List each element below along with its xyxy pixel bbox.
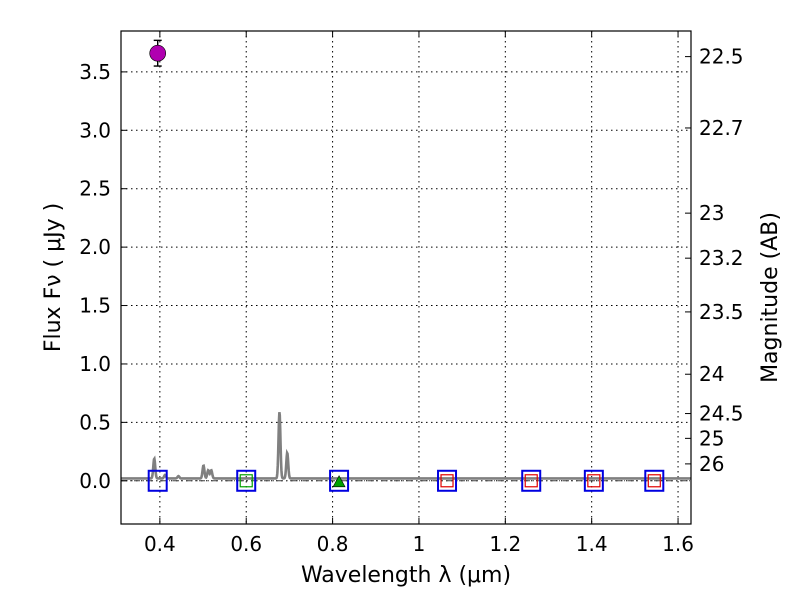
x-tick-label: 0.6 xyxy=(230,532,262,556)
mag-tick-label: 24.5 xyxy=(699,402,744,426)
mag-tick-label: 23.2 xyxy=(699,246,744,270)
axis-ticks: 0.4 0.6 0.8 1 1.2 1.4 1.6 0.0 0.5 1.0 1.5 2.0 2.5 3.0… xyxy=(79,31,744,556)
y-tick-label: 0.0 xyxy=(79,469,111,493)
x-tick-label: 1.2 xyxy=(489,532,521,556)
x-tick-label: 0.4 xyxy=(144,532,176,556)
photometry-markers xyxy=(147,39,665,492)
filter-box xyxy=(644,469,665,492)
mag-tick-label: 26 xyxy=(699,452,724,476)
mag-tick-label: 25 xyxy=(699,426,724,450)
filter-box-inner xyxy=(587,474,601,488)
mag-tick-label: 23 xyxy=(699,201,724,225)
grid-lines xyxy=(121,31,691,524)
filter-box-inner xyxy=(239,474,253,488)
x-tick-label: 1 xyxy=(413,532,426,556)
y-tick-label: 3.0 xyxy=(79,118,111,142)
y2-axis-label: Magnitude (AB) xyxy=(758,212,783,383)
filter-box-inner xyxy=(524,474,538,488)
mag-tick-label: 24 xyxy=(699,362,724,386)
spectrum-line xyxy=(121,412,691,480)
filter-box xyxy=(147,469,168,492)
x-tick-label: 1.6 xyxy=(662,532,694,556)
filter-box xyxy=(236,469,257,492)
y-tick-label: 2.0 xyxy=(79,235,111,259)
x-tick-label: 0.8 xyxy=(317,532,349,556)
y-tick-label: 1.0 xyxy=(79,352,111,376)
filter-box xyxy=(583,469,604,492)
mag-tick-label: 23.5 xyxy=(699,300,744,324)
filter-box xyxy=(329,469,350,492)
plot-frame xyxy=(120,30,692,525)
y-tick-label: 3.5 xyxy=(79,60,111,84)
y-axis-label: Flux Fν ( μJy ) xyxy=(41,203,66,352)
model-spectrum xyxy=(121,412,691,482)
x-tick-label: 1.4 xyxy=(576,532,608,556)
filter-box-inner xyxy=(647,474,661,488)
y-tick-label: 2.5 xyxy=(79,177,111,201)
y-tick-label: 0.5 xyxy=(79,410,111,434)
filter-box xyxy=(437,469,458,492)
y-tick-label: 1.5 xyxy=(79,294,111,318)
mag-tick-label: 22.7 xyxy=(699,116,744,140)
filter-box-inner xyxy=(440,474,454,488)
x-axis-label: Wavelength λ (μm) xyxy=(301,563,511,588)
upper-limit-marker xyxy=(332,475,346,488)
detection-point xyxy=(149,44,167,62)
filter-box xyxy=(521,469,542,492)
mag-tick-label: 22.5 xyxy=(699,45,744,69)
